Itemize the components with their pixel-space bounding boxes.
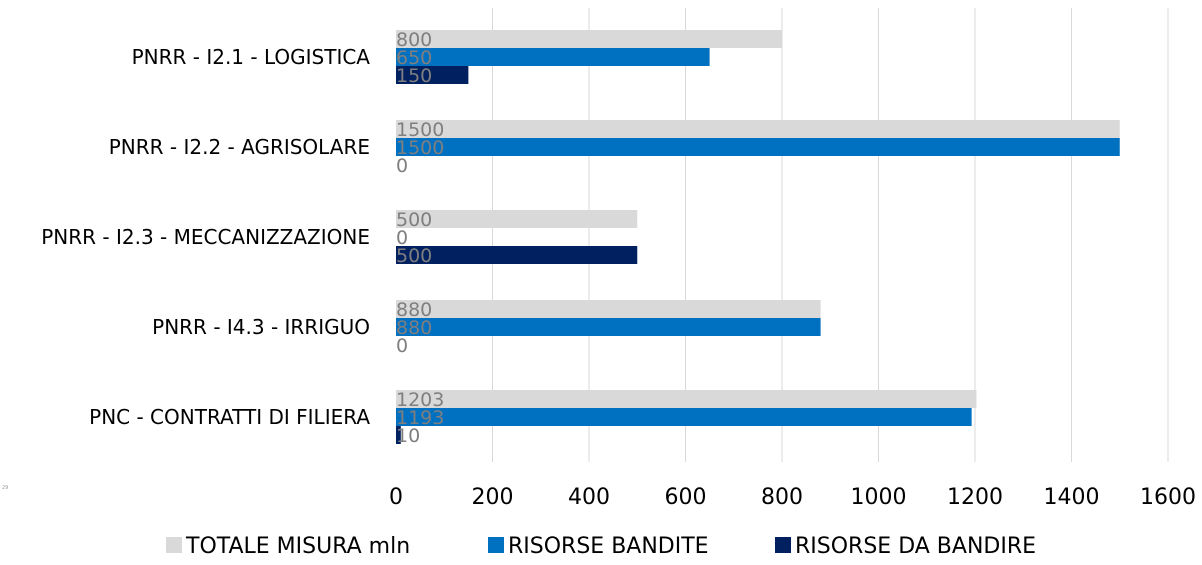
data-label: 10 bbox=[396, 425, 420, 447]
data-label: 880 bbox=[396, 299, 432, 321]
data-label: 1500 bbox=[396, 119, 444, 141]
page-note: 29 bbox=[2, 485, 8, 491]
legend-swatch bbox=[488, 537, 504, 553]
x-tick-label: 600 bbox=[665, 485, 707, 510]
category-label: PNRR - I2.2 - AGRISOLARE bbox=[109, 135, 370, 159]
x-tick-label: 1200 bbox=[947, 485, 1003, 510]
legend-label: RISORSE DA BANDIRE bbox=[795, 534, 1036, 559]
data-label: 0 bbox=[396, 335, 408, 357]
category-label: PNRR - I2.3 - MECCANIZZAZIONE bbox=[41, 225, 370, 249]
bar bbox=[396, 426, 401, 444]
bar bbox=[396, 246, 638, 264]
data-label: 150 bbox=[396, 65, 432, 87]
data-label: 500 bbox=[396, 245, 432, 267]
category-label: PNRR - I4.3 - IRRIGUO bbox=[152, 315, 370, 339]
data-label: 880 bbox=[396, 317, 432, 339]
data-label: 1500 bbox=[396, 137, 444, 159]
bar bbox=[396, 66, 469, 84]
legend-label: RISORSE BANDITE bbox=[508, 534, 709, 559]
data-label: 1193 bbox=[396, 407, 444, 429]
data-label: 0 bbox=[396, 155, 408, 177]
legend-swatch bbox=[775, 537, 791, 553]
x-tick-label: 1600 bbox=[1140, 485, 1196, 510]
legend: TOTALE MISURA mln RISORSE BANDITE RISORSE … bbox=[166, 534, 1036, 559]
x-tick-label: 400 bbox=[568, 485, 610, 510]
bar bbox=[396, 318, 821, 336]
bar bbox=[396, 408, 972, 426]
bar bbox=[396, 48, 710, 66]
x-tick-label: 0 bbox=[389, 485, 403, 510]
legend-swatch bbox=[166, 537, 182, 553]
x-tick-label: 200 bbox=[472, 485, 514, 510]
category-label: PNRR - I2.1 - LOGISTICA bbox=[132, 45, 371, 69]
bar bbox=[396, 210, 638, 228]
data-label: 800 bbox=[396, 29, 432, 51]
category-labels: PNRR - I2.1 - LOGISTICA PNRR - I2.2 - AGR… bbox=[41, 45, 370, 429]
x-axis-tick-labels: 0 200 400 600 800 1000 1200 1400 1600 bbox=[389, 485, 1196, 510]
x-tick-label: 1000 bbox=[851, 485, 907, 510]
data-labels: 8006501501500150005000500880880012031193… bbox=[396, 29, 444, 447]
bar bbox=[396, 390, 977, 408]
data-label: 500 bbox=[396, 209, 432, 231]
data-label: 650 bbox=[396, 47, 432, 69]
data-label: 1203 bbox=[396, 389, 444, 411]
x-tick-label: 1400 bbox=[1044, 485, 1100, 510]
legend-label: TOTALE MISURA mln bbox=[185, 534, 410, 559]
bar bbox=[396, 138, 1120, 156]
category-label: PNC - CONTRATTI DI FILIERA bbox=[89, 405, 370, 429]
bar bbox=[396, 120, 1120, 138]
data-label: 0 bbox=[396, 227, 408, 249]
bar bbox=[396, 30, 782, 48]
gridlines bbox=[492, 8, 1169, 462]
x-tick-label: 800 bbox=[761, 485, 803, 510]
bars bbox=[396, 30, 1120, 444]
bar bbox=[396, 300, 821, 318]
